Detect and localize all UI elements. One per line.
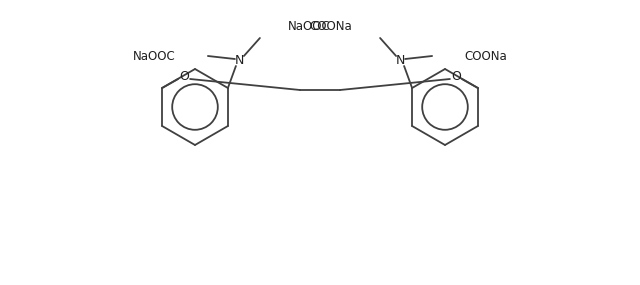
Text: N: N — [236, 54, 244, 66]
Text: COONa: COONa — [464, 50, 507, 62]
Text: N: N — [396, 54, 404, 66]
Text: O: O — [179, 70, 189, 84]
Text: O: O — [451, 70, 461, 84]
Text: NaOOC: NaOOC — [133, 50, 176, 62]
Text: COONa: COONa — [309, 19, 352, 32]
Text: NaOOC: NaOOC — [288, 19, 331, 32]
